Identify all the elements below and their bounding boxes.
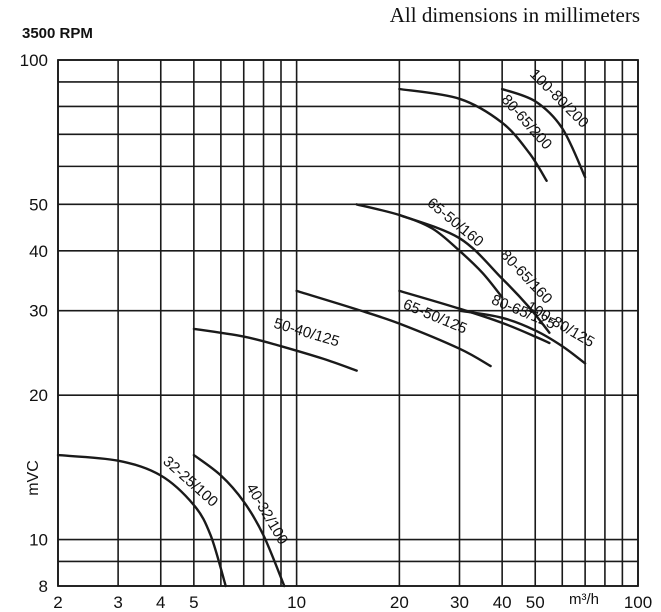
y-tick-label: 10: [29, 531, 48, 550]
y-tick-label: 100: [20, 51, 48, 70]
series-label: 50-40/125: [272, 315, 342, 351]
plot-frame: [57, 59, 639, 587]
curve-80-65-160: [398, 213, 551, 334]
curve-32-25-100: [56, 453, 227, 588]
y-tick-label: 40: [29, 242, 48, 261]
x-tick-label: 100: [624, 593, 652, 612]
x-unit-label: m³/h: [569, 591, 599, 608]
x-tick-label: 10: [287, 593, 306, 612]
curve-40-32-100: [192, 453, 286, 588]
chart-title: 3500 RPM: [22, 25, 93, 42]
x-tick-label: 4: [156, 593, 165, 612]
x-tick-label: 20: [390, 593, 409, 612]
curve-80-65-125: [398, 289, 551, 345]
curve-80-65-200: [398, 87, 548, 182]
tick-labels: 2 3 4 5 10 20 30 40 50 100 8 10 20 30 40 50 100: [20, 51, 653, 612]
x-tick-label: 30: [450, 593, 469, 612]
curve-100-80-200: [500, 87, 587, 179]
curve-50-40-125: [192, 327, 358, 372]
curve-100-80-125: [458, 309, 587, 365]
series-label: 80-65/200: [498, 91, 556, 153]
series-curves: [56, 87, 587, 588]
y-tick-label: 30: [29, 302, 48, 321]
y-axis-label: mVC: [25, 460, 42, 496]
x-tick-label: 3: [113, 593, 122, 612]
chart-subtitle: All dimensions in millimeters: [390, 3, 640, 27]
x-tick-label: 50: [526, 593, 545, 612]
x-tick-label: 2: [53, 593, 62, 612]
y-tick-label: 8: [39, 577, 48, 596]
y-tick-label: 50: [29, 195, 48, 214]
series-label: 65-50/160: [424, 195, 487, 251]
series-label: 40-32/100: [242, 481, 291, 548]
x-tick-label: 5: [189, 593, 198, 612]
y-tick-label: 20: [29, 386, 48, 405]
x-tick-label: 40: [493, 593, 512, 612]
curve-65-50-125: [295, 289, 492, 368]
curve-65-50-160: [355, 203, 504, 299]
